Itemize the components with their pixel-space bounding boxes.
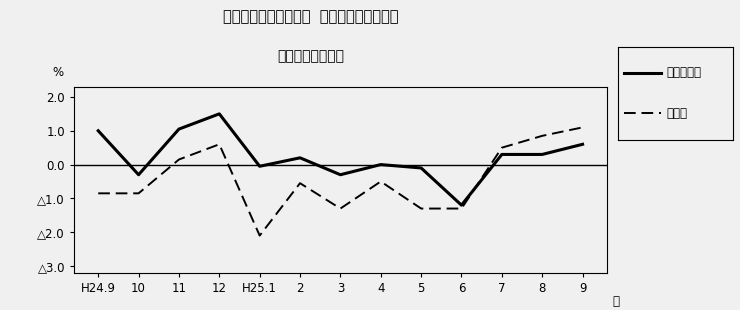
製造業 [497,146,506,149]
製造業 [336,207,345,210]
調査産業計 [497,153,506,156]
調査産業計 [457,203,466,207]
製造業 [215,142,223,146]
Text: 月: 月 [612,295,619,308]
Line: 調査産業計: 調査産業計 [98,114,582,205]
調査産業計 [94,129,103,133]
Text: %: % [53,66,64,79]
Text: 製造業: 製造業 [666,107,687,120]
製造業 [578,126,587,129]
調査産業計 [215,112,223,116]
製造業 [377,179,386,183]
製造業 [417,207,425,210]
調査産業計 [134,173,143,177]
製造業 [295,181,304,185]
Text: 調査産業計: 調査産業計 [666,66,701,79]
調査産業計 [377,163,386,166]
製造業 [175,158,184,162]
調査産業計 [336,173,345,177]
製造業 [134,192,143,195]
調査産業計 [255,164,264,168]
調査産業計 [175,127,184,131]
調査産業計 [295,156,304,160]
製造業 [255,234,264,237]
調査産業計 [538,153,547,156]
Line: 製造業: 製造業 [98,127,582,236]
製造業 [457,207,466,210]
調査産業計 [578,142,587,146]
Text: 第３図　常用雇用指数  対前年同月比の推移: 第３図 常用雇用指数 対前年同月比の推移 [223,9,399,24]
製造業 [94,192,103,195]
調査産業計 [417,166,425,170]
Text: （規模５人以上）: （規模５人以上） [278,50,344,64]
製造業 [538,134,547,138]
